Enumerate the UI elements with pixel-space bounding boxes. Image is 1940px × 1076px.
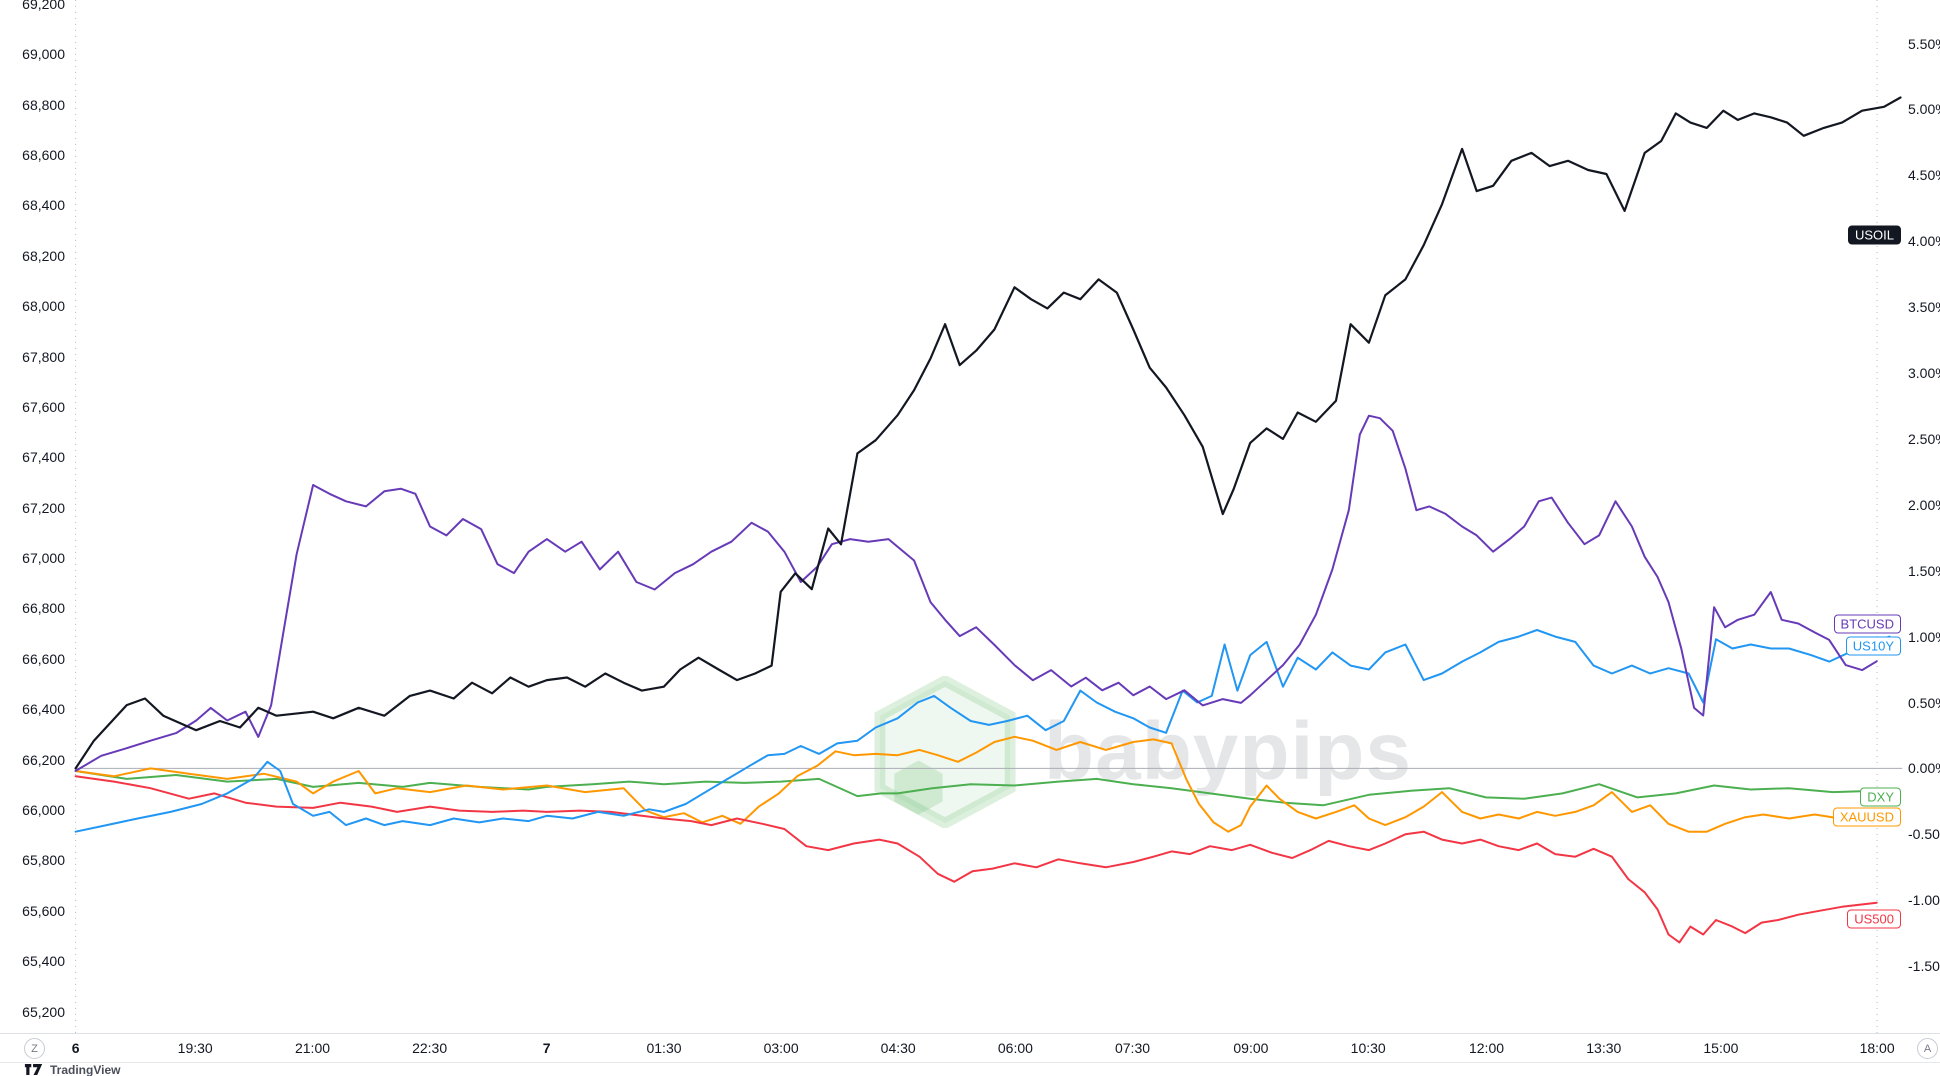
percent-axis-right[interactable]: 5.50% 5.00% 4.50% 4.00% 3.50% 3.00% 2.50% 2.00%… [1904, 0, 1940, 1033]
chart-canvas[interactable] [0, 0, 1940, 1033]
price-axis-label: 67,600 [22, 398, 65, 415]
series-us10y-line[interactable] [74, 629, 1891, 833]
price-axis-label: 66,000 [22, 802, 65, 818]
auto-scale-button[interactable]: A [1917, 1038, 1938, 1059]
time-axis-label: 03:00 [763, 1040, 799, 1056]
time-axis-label: 10:30 [1350, 1040, 1386, 1056]
chart-pane[interactable]: babypips 69,200 69,000 68,800 68,600 68,400 6… [0, 0, 1940, 1033]
time-axis-label: 12:00 [1468, 1040, 1505, 1056]
price-axis-label: 66,200 [22, 751, 65, 768]
series-usoil-line[interactable] [74, 96, 1902, 770]
price-axis-label: 68,800 [22, 96, 65, 113]
percent-axis-label: -1.50% [1908, 958, 1940, 975]
tradingview-link[interactable]: TradingView [24, 1063, 120, 1076]
price-axis-label: 67,400 [22, 449, 65, 466]
price-axis-label: 68,400 [22, 197, 65, 214]
series-btcusd-line[interactable] [74, 414, 1878, 772]
time-axis-label: 09:00 [1233, 1040, 1269, 1056]
price-axis-label: 68,000 [22, 298, 65, 315]
percent-axis-label: 4.00% [1908, 233, 1940, 250]
price-axis-label: 69,000 [22, 46, 65, 63]
price-axis-label: 67,000 [22, 550, 65, 566]
percent-axis-label: 0.00% [1908, 760, 1940, 777]
time-axis[interactable]: Z 6 19:30 21:00 22:30 7 01:30 03:00 04:30 06:00 0… [0, 1033, 1940, 1062]
percent-axis-label: 0.50% [1908, 694, 1940, 711]
time-axis-label: 21:00 [294, 1040, 331, 1056]
time-axis-label: 07:30 [1114, 1040, 1151, 1056]
price-axis-label: 67,200 [22, 499, 65, 516]
percent-axis-label: 5.00% [1908, 101, 1940, 118]
percent-axis-label: 1.00% [1908, 628, 1940, 645]
time-axis-label: 18:00 [1859, 1040, 1895, 1056]
price-axis-label: 68,200 [22, 247, 65, 264]
time-axis-label: 06:00 [997, 1040, 1033, 1056]
price-axis-label: 65,600 [22, 902, 65, 919]
time-axis-label: 04:30 [880, 1040, 916, 1056]
price-axis-label: 65,200 [22, 1003, 65, 1020]
time-axis-label: 6 [71, 1040, 80, 1056]
time-axis-label: 01:30 [646, 1040, 682, 1056]
series-xauusd-line[interactable] [74, 735, 1891, 833]
price-axis-label: 65,800 [22, 852, 65, 869]
percent-axis-label: 5.50% [1908, 35, 1940, 52]
price-axis-label: 65,400 [22, 953, 65, 970]
time-axis-label: 13:30 [1586, 1040, 1622, 1056]
time-axis-label: 15:00 [1703, 1040, 1739, 1056]
bottom-bar: TradingView [0, 1062, 1940, 1076]
percent-axis-label: 4.50% [1908, 167, 1940, 184]
timezone-button[interactable]: Z [24, 1038, 45, 1059]
time-axis-label: 19:30 [177, 1040, 213, 1056]
price-axis-label: 66,400 [22, 701, 65, 718]
price-axis-label: 66,800 [22, 600, 65, 617]
time-axis-label: 7 [542, 1040, 551, 1056]
price-axis-label: 66,600 [22, 650, 65, 667]
percent-axis-label: 3.50% [1908, 299, 1940, 316]
series-us500-line[interactable] [74, 775, 1878, 944]
percent-axis-label: 3.00% [1908, 365, 1940, 381]
price-axis-label: 68,600 [22, 146, 65, 163]
time-axis-label: 22:30 [412, 1040, 448, 1056]
percent-axis-label: 2.50% [1908, 430, 1940, 447]
tradingview-logo-icon [24, 1064, 43, 1075]
percent-axis-label: -1.00% [1908, 892, 1940, 909]
price-axis-label: 67,800 [22, 348, 65, 365]
price-axis-label: 69,200 [22, 0, 65, 12]
tradingview-wordmark: TradingView [50, 1062, 121, 1076]
percent-axis-label: 1.50% [1908, 562, 1940, 579]
series-dxy-line[interactable] [74, 770, 1878, 807]
price-axis-left[interactable]: 69,200 69,000 68,800 68,600 68,400 68,200 68,0… [0, 0, 70, 1033]
percent-axis-label: -0.50% [1908, 826, 1940, 843]
percent-axis-label: 2.00% [1908, 496, 1940, 513]
